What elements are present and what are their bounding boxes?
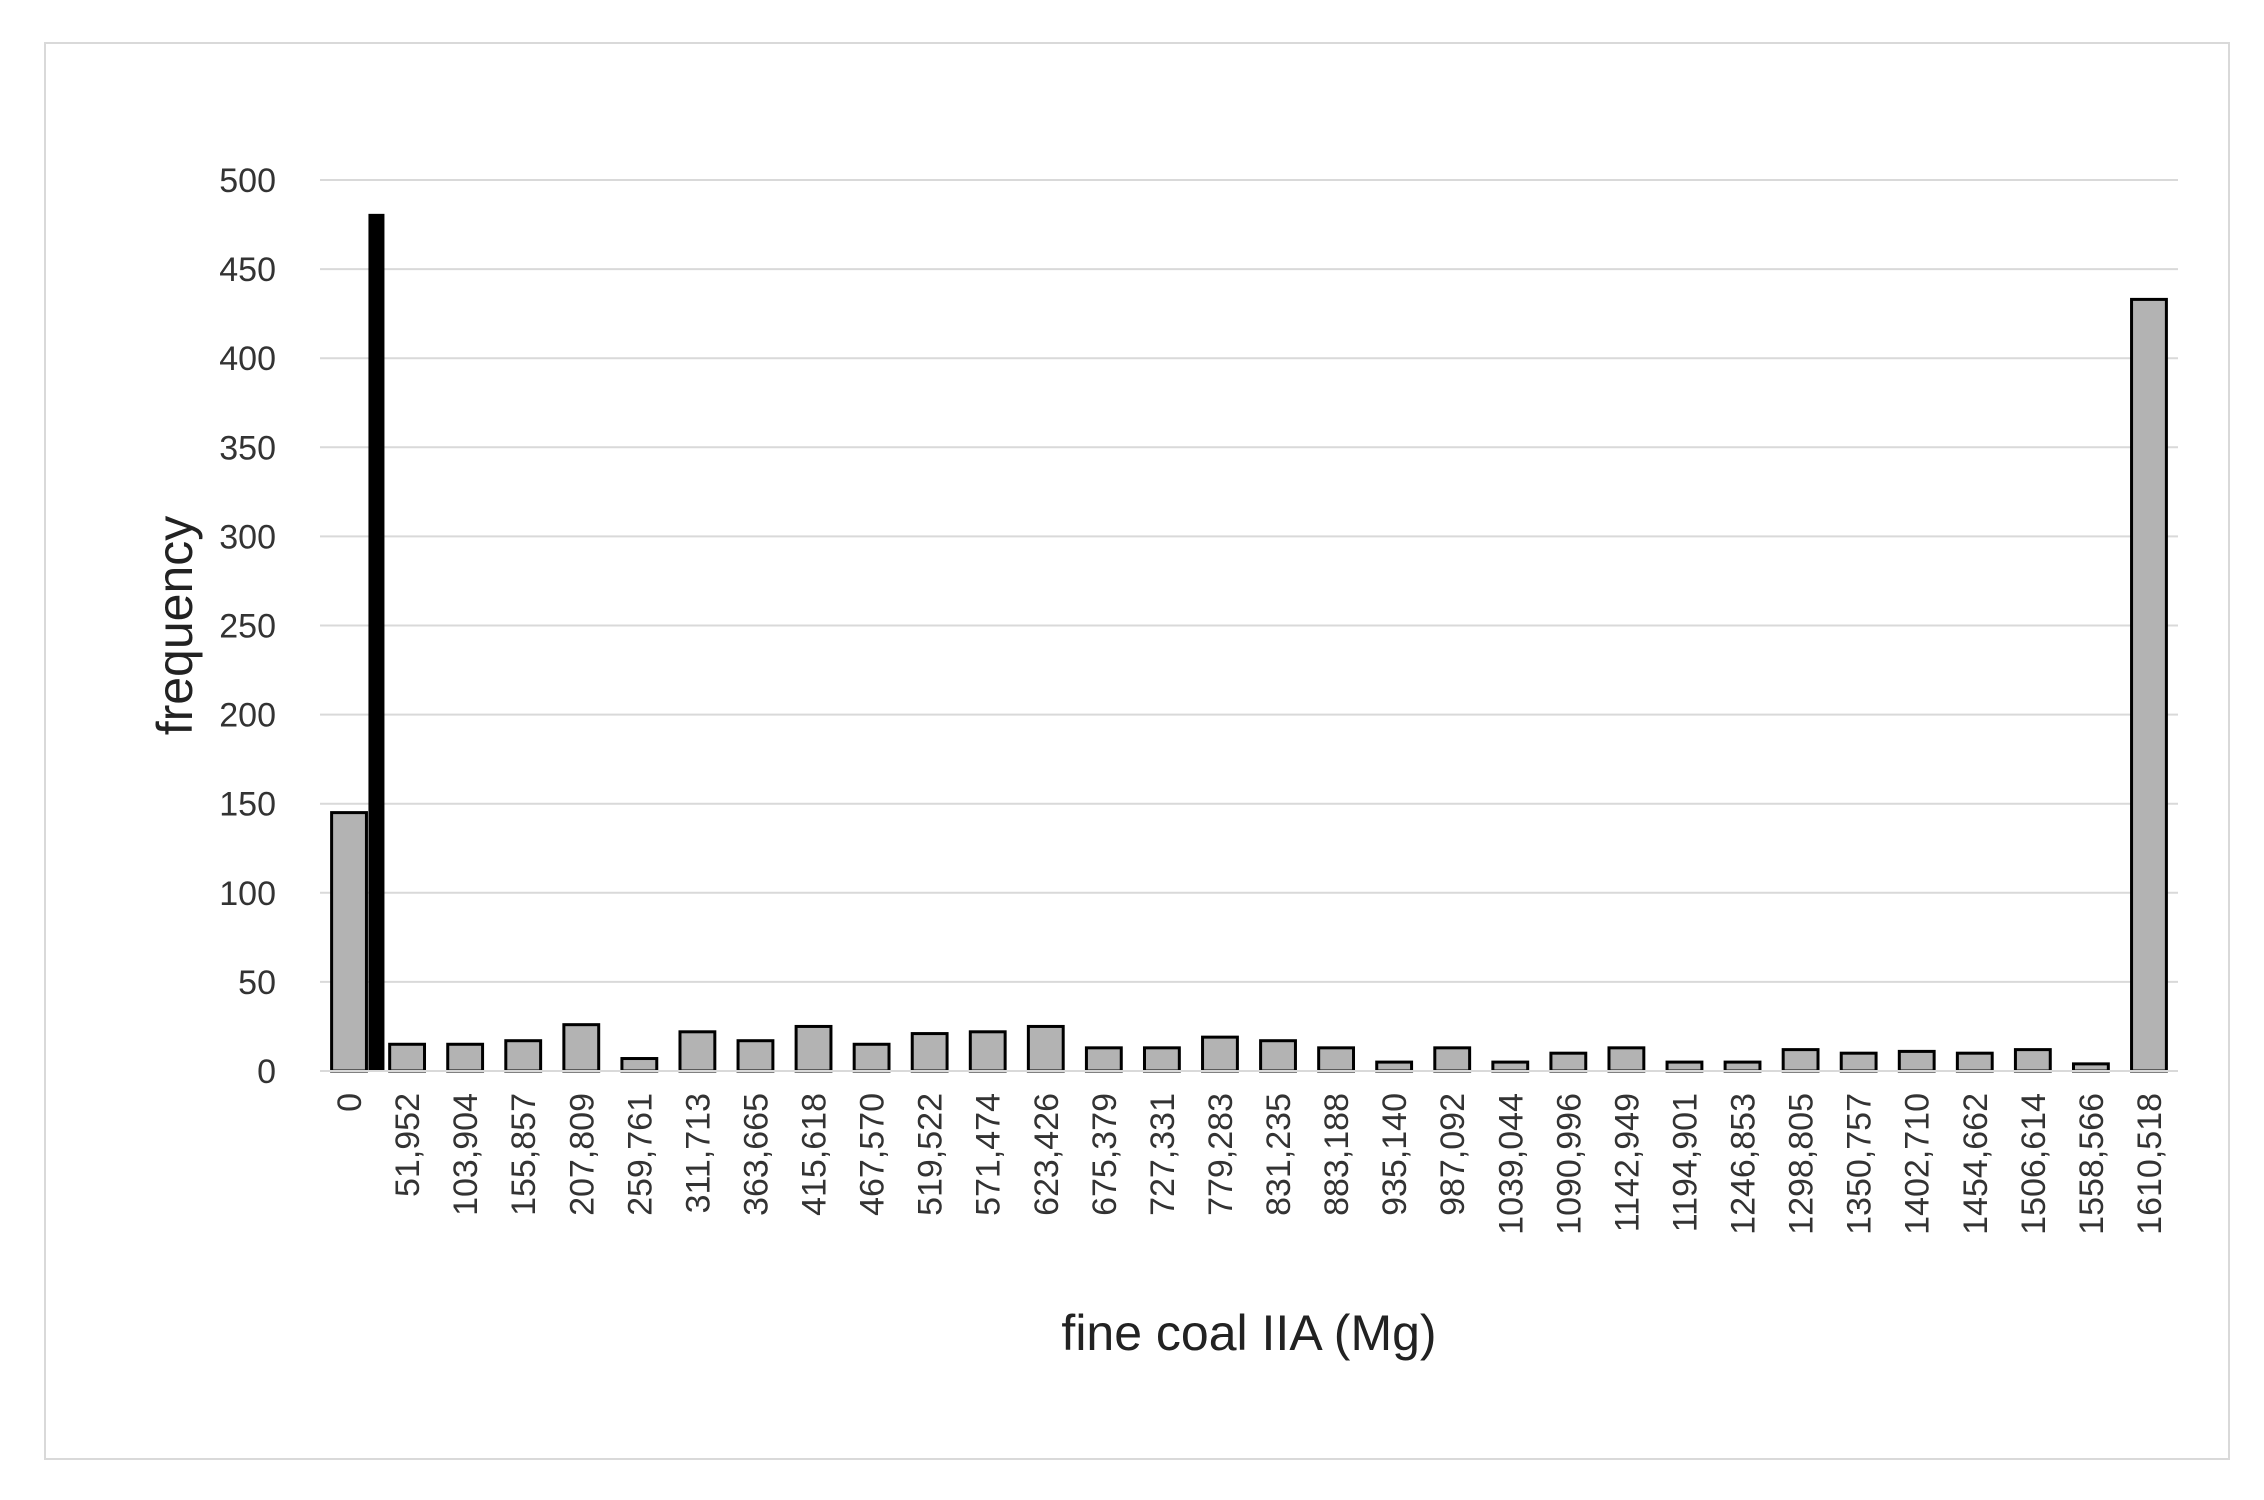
bar (678, 1030, 717, 1073)
x-tick-label: 415,618 (796, 1093, 834, 1216)
x-tick-label: 675,379 (1086, 1093, 1124, 1216)
bar (2130, 297, 2168, 1073)
x-tick-label: 51,952 (389, 1093, 427, 1197)
x-tick-label: 0 (331, 1093, 369, 1112)
x-tick-label: 987,092 (1434, 1093, 1472, 1216)
x-tick-label: 831,235 (1260, 1093, 1298, 1216)
x-tick-label: 1350,757 (1841, 1093, 1879, 1235)
bar (794, 1024, 833, 1073)
bar (1781, 1048, 1820, 1073)
x-tick-label: 519,522 (912, 1093, 950, 1216)
bar (1665, 1060, 1704, 1073)
x-tick-label: 779,283 (1202, 1093, 1240, 1216)
x-tick-label: 1142,949 (1608, 1093, 1646, 1232)
bar (1607, 1046, 1646, 1073)
y-tick-label: 50 (238, 964, 276, 1002)
bar (1839, 1051, 1878, 1073)
y-tick-label: 350 (219, 429, 276, 467)
gridlines (320, 179, 2178, 983)
bar (1955, 1051, 1994, 1073)
y-tick-label: 200 (219, 697, 276, 735)
highlight-bar (368, 213, 385, 1071)
x-tick-label: 1039,044 (1492, 1093, 1530, 1235)
x-tick-label: 311,713 (679, 1093, 717, 1213)
bar (562, 1023, 601, 1073)
y-tick-labels: 0 50 100 150 200 250 300 350 400 450 500 (219, 162, 276, 1091)
x-tick-labels: 0 51,952 103,904 155,857 207,809 259,761 311,7… (331, 1093, 2169, 1235)
bar (1549, 1051, 1588, 1073)
x-tick-label: 1558,566 (2073, 1093, 2111, 1235)
x-tick-label: 1090,996 (1550, 1093, 1588, 1235)
x-tick-label: 103,904 (447, 1093, 485, 1216)
bar (1201, 1035, 1239, 1073)
bar (388, 1042, 427, 1073)
y-tick-label: 400 (219, 340, 276, 378)
y-tick-label: 450 (219, 251, 276, 289)
x-tick-label: 259,761 (621, 1093, 659, 1216)
bar (620, 1057, 659, 1073)
bar (968, 1030, 1007, 1073)
bar (1433, 1046, 1472, 1073)
x-tick-label: 935,140 (1376, 1093, 1414, 1216)
bar (1259, 1039, 1297, 1073)
bar (504, 1039, 543, 1073)
bar (1897, 1049, 1936, 1073)
bar (1026, 1024, 1065, 1073)
bars (330, 213, 2168, 1073)
y-tick-label: 150 (219, 786, 276, 824)
x-tick-label: 727,331 (1144, 1093, 1182, 1216)
x-tick-label: 1454,662 (1957, 1093, 1995, 1235)
x-axis-title: fine coal IIA (Mg) (1061, 1305, 1436, 1361)
y-tick-label: 0 (257, 1053, 276, 1091)
x-tick-label: 1194,901 (1666, 1093, 1704, 1232)
x-tick-label: 207,809 (563, 1093, 601, 1216)
bar (2013, 1048, 2052, 1073)
x-tick-label: 1402,710 (1899, 1093, 1937, 1235)
bar (1723, 1060, 1762, 1073)
bar (1317, 1046, 1356, 1073)
bar (2071, 1062, 2110, 1073)
bar (1142, 1046, 1181, 1073)
bar (1491, 1060, 1530, 1073)
y-tick-label: 250 (219, 608, 276, 646)
x-tick-label: 363,665 (737, 1093, 775, 1216)
x-tick-label: 1298,805 (1783, 1093, 1821, 1235)
x-tick-label: 883,188 (1318, 1093, 1356, 1216)
bar (1375, 1060, 1414, 1073)
x-tick-label: 1506,614 (2015, 1093, 2053, 1235)
bar (852, 1042, 891, 1073)
x-tick-label: 467,570 (854, 1093, 892, 1216)
x-tick-label: 1246,853 (1725, 1093, 1763, 1235)
x-tick-label: 1610,518 (2131, 1093, 2169, 1235)
y-tick-label: 300 (219, 518, 276, 556)
bar (910, 1032, 949, 1073)
x-tick-label: 571,474 (970, 1093, 1008, 1216)
bar (1084, 1046, 1123, 1073)
y-axis-title: frequency (147, 516, 203, 736)
bar (330, 811, 368, 1073)
chart-frame (44, 42, 2230, 1460)
y-tick-label: 500 (219, 162, 276, 200)
y-tick-label: 100 (219, 875, 276, 913)
bar (736, 1039, 775, 1073)
bar (446, 1042, 485, 1073)
x-tick-label: 155,857 (505, 1093, 543, 1216)
x-tick-label: 623,426 (1028, 1093, 1066, 1216)
